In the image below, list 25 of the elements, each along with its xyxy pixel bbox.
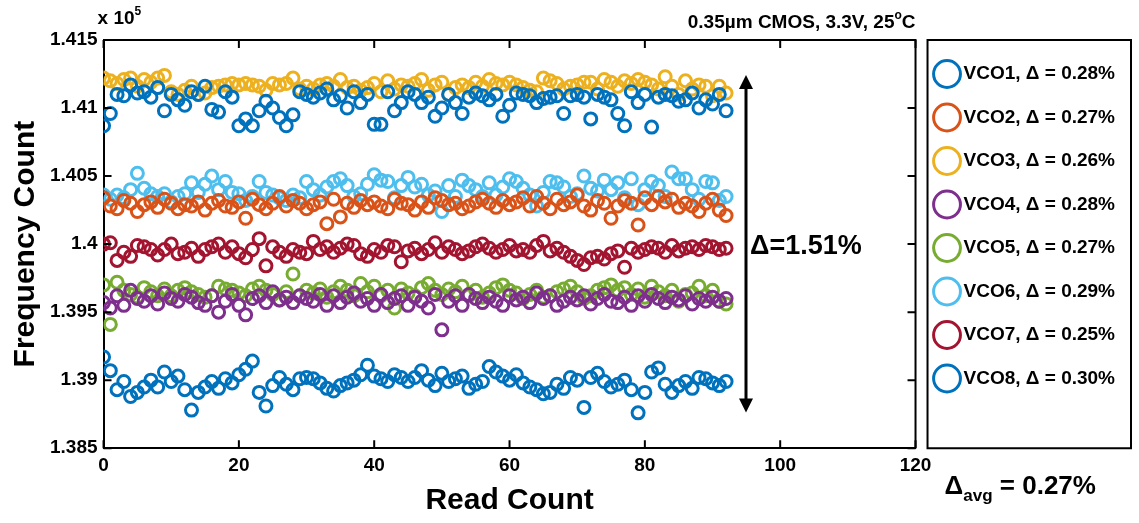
- legend-label: VCO7, Δ = 0.25%: [963, 323, 1116, 345]
- y-axis-title: Frequency Count: [7, 120, 41, 368]
- y-tick-label: 1.415: [50, 28, 98, 50]
- x-tick-label: 0: [98, 453, 109, 475]
- legend-label: VCO3, Δ = 0.26%: [963, 149, 1116, 171]
- y-tick-label: 1.41: [60, 96, 98, 118]
- x-tick-label: 80: [634, 453, 656, 475]
- y-tick-label: 1.405: [50, 164, 98, 186]
- x-tick-label: 60: [498, 453, 521, 475]
- legend-label: VCO6, Δ = 0.29%: [963, 279, 1116, 301]
- legend-label: VCO8, Δ = 0.30%: [963, 366, 1116, 388]
- y-tick-label: 1.395: [50, 300, 98, 322]
- annotation: Δ=1.51%: [750, 230, 862, 261]
- y-tick-label: 1.39: [60, 368, 98, 390]
- legend-label: VCO4, Δ = 0.28%: [963, 192, 1116, 214]
- x-tick-label: 40: [363, 453, 385, 475]
- legend-label: VCO1, Δ = 0.28%: [963, 62, 1116, 84]
- x-tick-label: 120: [899, 453, 932, 475]
- x-axis-title: Read Count: [425, 482, 594, 516]
- legend-label: VCO5, Δ = 0.27%: [963, 236, 1116, 258]
- x-tick-label: 100: [764, 453, 797, 475]
- y-tick-label: 1.385: [50, 436, 98, 458]
- x-tick-label: 20: [228, 453, 250, 475]
- y-tick-label: 1.4: [71, 232, 98, 254]
- legend-label: VCO2, Δ = 0.27%: [963, 105, 1116, 127]
